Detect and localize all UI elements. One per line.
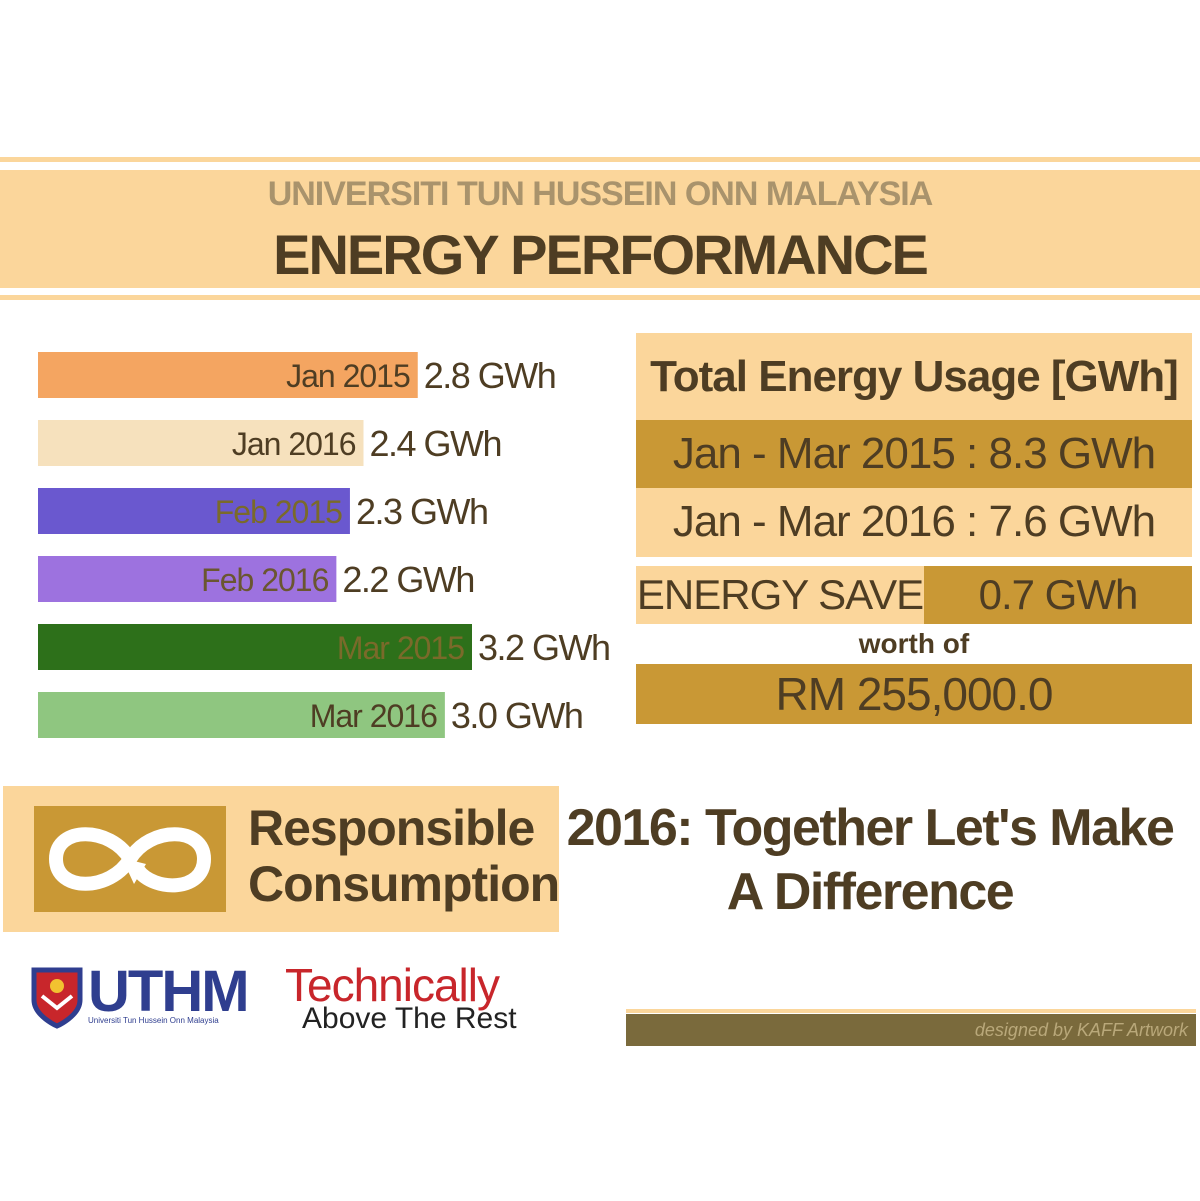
total-usage-title: Total Energy Usage [GWh] — [650, 352, 1179, 401]
bar-mar-2016 — [38, 692, 445, 738]
worth-value-box: RM 255,000.0 — [636, 664, 1192, 724]
header-line-bottom — [0, 295, 1200, 300]
bar-category-mar-2016: Mar 2016 — [310, 698, 437, 734]
bar-category-jan-2016: Jan 2016 — [232, 426, 356, 462]
bar-category-jan-2015: Jan 2015 — [286, 358, 410, 394]
page-title: ENERGY PERFORMANCE — [273, 223, 929, 286]
bar-value-jan-2015: 2.8 GWh — [424, 355, 556, 396]
footer-bar: designed by KAFF Artwork — [626, 1014, 1196, 1046]
bar-feb-2016 — [38, 556, 337, 602]
designer-credit: designed by KAFF Artwork — [974, 1020, 1188, 1040]
responsible-consumption-text: Responsible Consumption — [248, 800, 560, 912]
bar-value-feb-2016: 2.2 GWh — [342, 559, 474, 600]
header-line-top — [0, 157, 1200, 162]
campaign-line-2: Consumption — [248, 856, 560, 912]
tagline-technically: Technically — [285, 959, 500, 1011]
bar-value-mar-2015: 3.2 GWh — [478, 627, 610, 668]
slogan-line-2: A Difference — [726, 863, 1015, 921]
bar-feb-2015 — [38, 488, 350, 534]
bar-value-jan-2016: 2.4 GWh — [370, 423, 502, 464]
campaign-line-1: Responsible — [248, 800, 535, 856]
tagline-above-the-rest: Above The Rest — [302, 1002, 517, 1035]
bar-value-feb-2015: 2.3 GWh — [356, 491, 488, 532]
footer-line — [626, 1009, 1196, 1013]
bar-category-feb-2015: Feb 2015 — [215, 494, 342, 530]
university-name: UNIVERSITI TUN HUSSEIN ONN MALAYSIA — [267, 175, 934, 213]
energy-save-label: ENERGY SAVE — [636, 571, 924, 618]
usage-row-2015: Jan - Mar 2015 : 8.3 GWh — [636, 420, 1192, 488]
header-band — [0, 170, 1200, 288]
bar-category-mar-2015: Mar 2015 — [337, 630, 464, 666]
usage-value-2016: : 7.6 GWh — [966, 497, 1156, 546]
uthm-shield-icon — [31, 967, 83, 1029]
energy-save-label-box: ENERGY SAVE — [636, 566, 924, 624]
bar-value-mar-2016: 3.0 GWh — [451, 695, 583, 736]
bar-category-feb-2016: Feb 2016 — [201, 562, 328, 598]
bar-mar-2015 — [38, 624, 472, 670]
bar-jan-2016 — [38, 420, 364, 466]
uthm-logo-text: UTHM — [88, 959, 250, 1024]
uthm-logo-subtitle: Universiti Tun Hussein Onn Malaysia — [88, 1016, 219, 1025]
infinity-recycle-icon — [34, 806, 226, 912]
energy-save-value: 0.7 GWh — [978, 571, 1139, 618]
slogan: 2016: Together Let's Make A Difference — [560, 796, 1180, 924]
worth-of-label: worth of — [858, 628, 970, 659]
usage-value-2015: : 8.3 GWh — [966, 429, 1156, 478]
worth-value: RM 255,000.0 — [775, 668, 1054, 720]
usage-period-2015: Jan - Mar 2015 — [672, 429, 956, 478]
bar-jan-2015 — [38, 352, 418, 398]
energy-save-value-box: 0.7 GWh — [924, 566, 1192, 624]
usage-row-2016: Jan - Mar 2016 : 7.6 GWh — [636, 488, 1192, 556]
usage-period-2016: Jan - Mar 2016 — [672, 497, 956, 546]
slogan-line-1: 2016: Together Let's Make — [566, 799, 1175, 857]
